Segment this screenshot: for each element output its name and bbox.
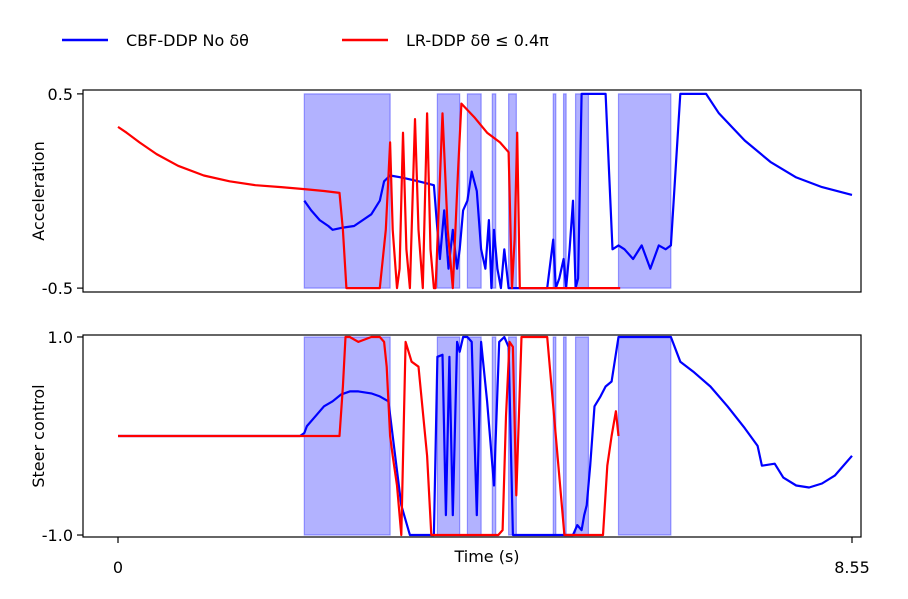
acceleration-shading (303, 93, 672, 289)
steer-shading (303, 336, 672, 536)
steer-shaded-interval-8 (617, 336, 672, 536)
steer-y-label: Steer control (29, 384, 48, 487)
acceleration-shaded-interval-2 (466, 93, 482, 289)
steer-y-tick-label-1: -1.0 (42, 526, 73, 545)
legend-label-lr: LR-DDP δθ ≤ 0.4π (406, 31, 549, 50)
acceleration-shaded-interval-3 (491, 93, 497, 289)
x-tick-label-1: 8.55 (834, 558, 870, 577)
acceleration-series (117, 92, 853, 290)
x-axis-label: Time (s) (453, 547, 519, 566)
steer-panel: 1.0 -1.0 Steer control (29, 328, 862, 545)
legend: CBF-DDP No δθ LR-DDP δθ ≤ 0.4π (62, 31, 549, 50)
steer-y-tick-label-0: 1.0 (48, 328, 73, 347)
acceleration-y-tick-label-0: 0.5 (48, 85, 73, 104)
steer-series-cbf-ddp (118, 335, 853, 537)
steer-series (118, 335, 853, 537)
acceleration-y-label: Acceleration (29, 141, 48, 240)
acceleration-shaded-interval-8 (617, 93, 672, 289)
acceleration-y-ticks: 0.5 -0.5 (42, 85, 83, 298)
x-tick-label-0: 0 (113, 558, 123, 577)
acceleration-y-tick-label-1: -0.5 (42, 279, 73, 298)
steer-series-lr-ddp (118, 335, 620, 537)
acceleration-axes-frame (82, 89, 862, 293)
steer-shaded-interval-6 (562, 336, 567, 536)
acceleration-series-lr-ddp (117, 102, 621, 290)
legend-label-cbf: CBF-DDP No δθ (126, 31, 249, 50)
acceleration-panel: 0.5 -0.5 Acceleration (29, 85, 862, 298)
steer-axes-frame (82, 334, 862, 538)
steer-y-ticks: 1.0 -1.0 (42, 328, 83, 545)
x-ticks: 0 8.55 (113, 537, 870, 577)
